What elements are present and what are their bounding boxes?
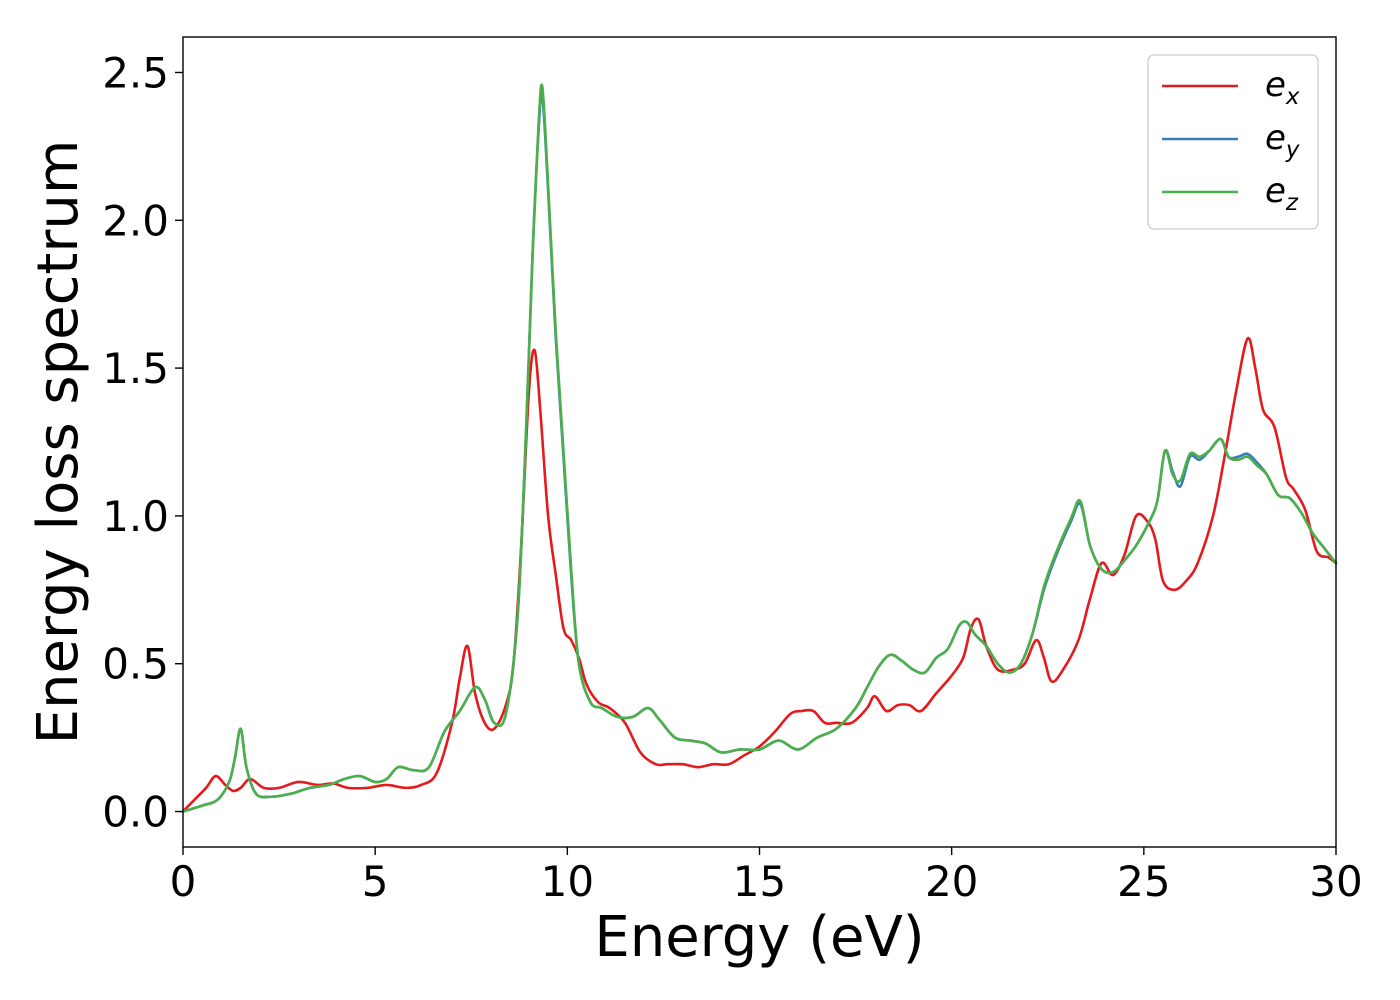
x-axis-label: Energy (eV) [594,905,924,970]
legend-symbol: e [1265,118,1286,158]
y-tick-label: 1.0 [102,492,169,541]
legend-label-e-y: ey [1265,118,1300,163]
x-tick-label: 25 [1117,857,1170,906]
x-tick-label: 5 [362,857,389,906]
legend-subscript: z [1285,190,1299,216]
x-tick-label: 20 [925,857,978,906]
x-tick-label: 10 [541,857,594,906]
y-tick-label: 0.0 [102,788,169,837]
legend-label-e-x: ex [1265,65,1300,110]
x-tick-label: 0 [170,857,197,906]
y-tick-label: 1.5 [102,344,169,393]
legend-subscript: x [1285,84,1300,110]
y-tick-label: 2.0 [102,196,169,245]
x-axis-ticks: 0 5 10 15 20 25 30 [170,847,1363,906]
series-layer [181,83,1338,813]
series-line-e-x [181,336,1338,813]
legend-label-e-z: ez [1265,171,1299,216]
y-axis-ticks: 0.0 0.5 1.0 1.5 2.0 2.5 [102,48,183,837]
x-tick-label: 15 [733,857,786,906]
legend-subscript: y [1285,137,1300,163]
legend-symbol: e [1265,171,1286,211]
y-axis-label: Energy loss spectrum [26,140,91,745]
y-tick-label: 0.5 [102,640,169,689]
plot-background [183,37,1336,847]
legend-symbol: e [1265,65,1286,105]
y-tick-label: 2.5 [102,48,169,97]
series-line-e-z [181,83,1338,813]
legend-box [1147,54,1319,230]
x-tick-label: 30 [1309,857,1362,906]
